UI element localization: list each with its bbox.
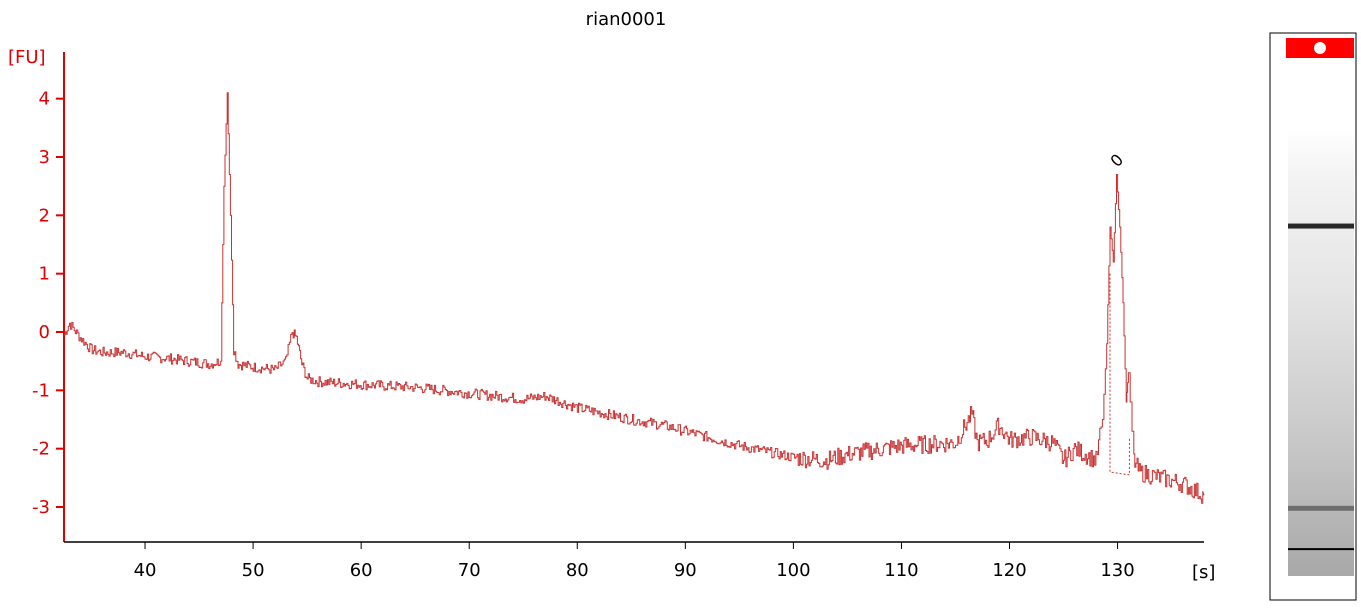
peak-label: 0 [1107,150,1128,171]
x-tick-label: 100 [776,560,810,581]
x-tick-label: 50 [242,560,265,581]
x-tick-label: 80 [566,560,589,581]
gel-band [1288,548,1354,551]
x-tick-label: 60 [350,560,373,581]
y-ticks: 4 3 2 1 0 -1 -2 -3 [32,89,64,518]
gel-bands [1288,223,1354,551]
x-ticks: 40 50 60 70 80 90 100 110 120 130 [134,542,1135,581]
x-tick-label: 90 [674,560,697,581]
y-tick-label: -1 [32,380,50,401]
y-axis-unit: [FU] [8,47,46,68]
x-axis-unit: [s] [1192,562,1215,583]
gel-lane-background [1288,128,1354,576]
peak-labels: 0 [1107,150,1128,171]
x-tick-label: 110 [884,560,918,581]
gel-band [1288,223,1354,229]
lane-marker-dot-icon [1314,42,1326,54]
x-tick-label: 70 [458,560,481,581]
x-tick-label: 130 [1100,560,1134,581]
x-tick-label: 40 [134,560,157,581]
y-tick-label: 3 [39,147,50,168]
y-tick-label: -2 [32,439,50,460]
y-tick-label: 4 [39,89,50,110]
peak-integration-boundary [1109,273,1130,476]
gel-band [1288,505,1354,511]
plot-area: [FU] [s] 4 3 2 1 0 -1 -2 -3 40 50 60 70 80 90 100 110 1… [8,47,1215,583]
x-tick-label: 120 [992,560,1026,581]
chart-title: rian0001 [586,9,667,30]
fluorescence-trace [64,92,1205,504]
y-tick-label: -3 [32,497,50,518]
gel-lane [1269,32,1357,601]
y-tick-label: 1 [39,264,50,285]
y-tick-label: 2 [39,205,50,226]
y-tick-label: 0 [39,322,50,343]
